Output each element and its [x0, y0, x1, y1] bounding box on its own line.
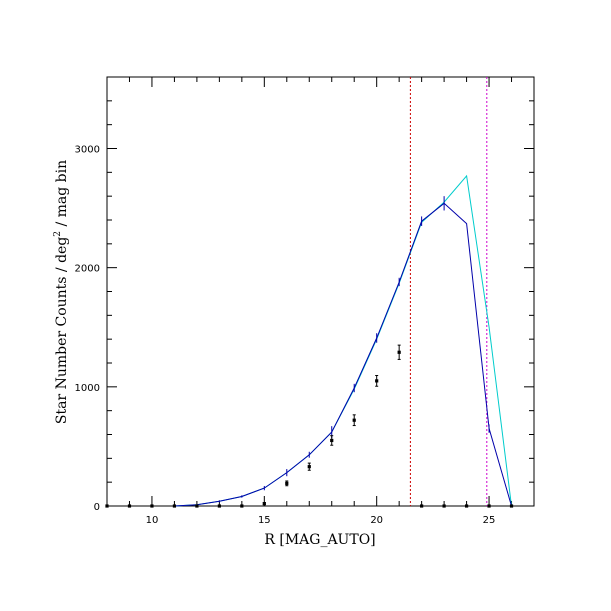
- data-point: [352, 418, 356, 422]
- plot-frame: [106, 76, 535, 507]
- series-line: [174, 202, 512, 507]
- data-point: [307, 465, 311, 469]
- x-axis-title: R [MAG_AUTO]: [264, 532, 375, 548]
- data-point: [375, 379, 379, 383]
- data-point: [509, 504, 514, 508]
- data-point: [195, 504, 199, 508]
- tick-labels: 10 15 20 25 0 1000 2000 3000: [75, 145, 496, 527]
- data-point: [150, 504, 154, 508]
- y-tick-label: 1000: [75, 383, 100, 394]
- data-point: [262, 502, 266, 506]
- x-tick-label: 10: [146, 515, 159, 526]
- y-tick-label: 0: [94, 502, 100, 513]
- x-tick-label: 15: [258, 515, 271, 526]
- x-tick-label: 25: [483, 515, 496, 526]
- data-point: [487, 504, 491, 508]
- data-point: [240, 504, 244, 508]
- y-axis-title: Star Number Counts / deg2 / mag bin: [53, 160, 70, 424]
- data-point: [217, 504, 221, 508]
- minor-ticks: [106, 76, 535, 506]
- y-axis-title-tail: / mag bin: [54, 160, 70, 231]
- y-tick-label: 3000: [75, 145, 100, 156]
- x-tick-label: 20: [370, 515, 383, 526]
- data-point: [172, 504, 177, 508]
- data-point: [442, 504, 446, 508]
- y-axis-title-superscript: 2: [53, 231, 63, 237]
- data-point: [420, 504, 424, 508]
- data-point: [127, 504, 132, 508]
- data-point: [397, 350, 401, 354]
- data-point: [464, 504, 469, 508]
- data-point: [105, 504, 109, 508]
- data-point: [330, 438, 334, 443]
- data-point: [285, 481, 289, 485]
- y-axis-title-main: Star Number Counts / deg: [54, 237, 70, 424]
- reference-lines: [409, 77, 488, 506]
- series-1: [174, 196, 512, 507]
- series-line: [174, 174, 512, 507]
- series-0: [174, 174, 512, 507]
- series-2: [105, 344, 514, 508]
- series-layer: [105, 174, 514, 508]
- y-tick-label: 2000: [75, 264, 100, 275]
- major-ticks: [107, 77, 534, 507]
